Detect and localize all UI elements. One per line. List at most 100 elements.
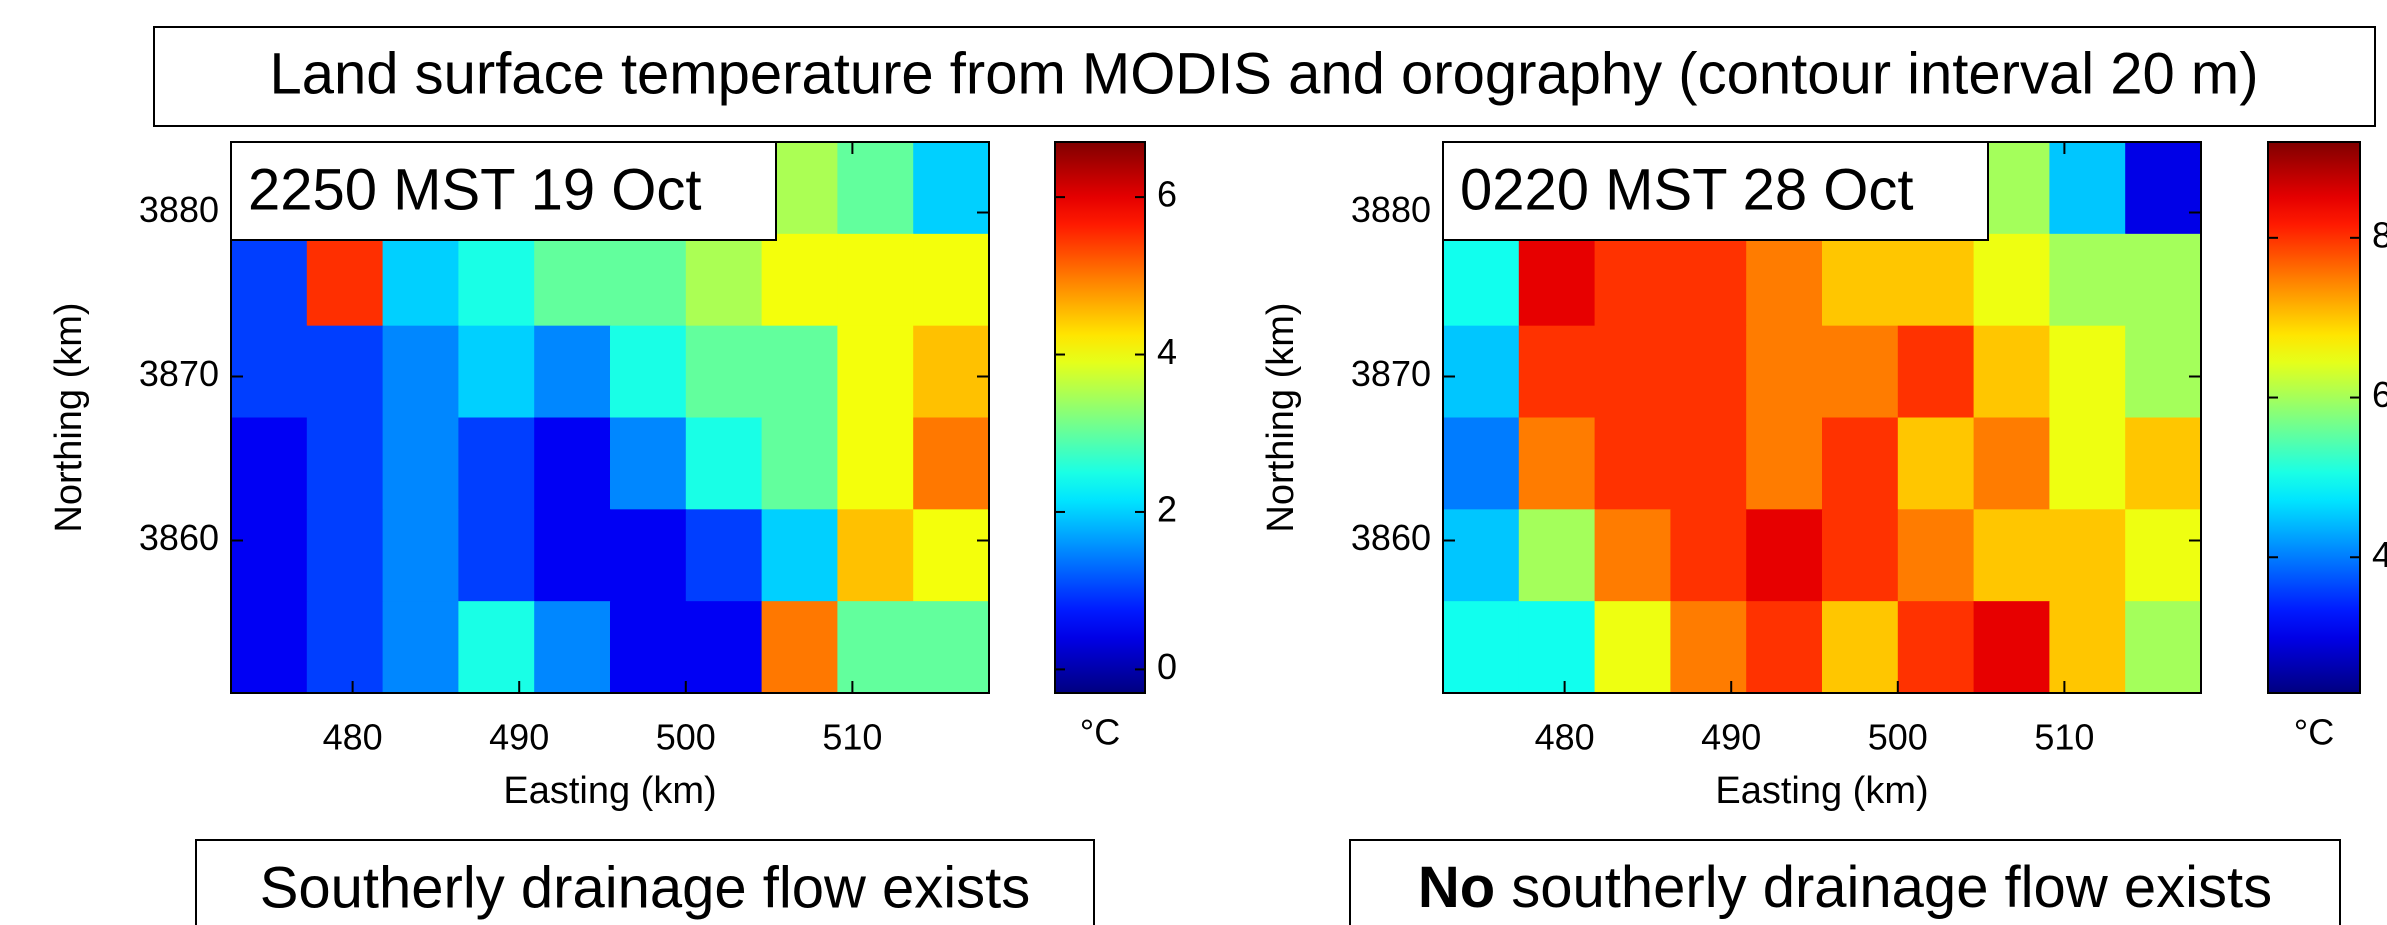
heat-cell (685, 325, 763, 419)
heat-cell (1594, 601, 1671, 694)
heat-cell (1443, 233, 1520, 327)
heat-cell (382, 509, 459, 602)
heat-cell (458, 509, 535, 602)
heat-cell (306, 417, 384, 510)
heat-cell (1518, 233, 1596, 327)
heat-cell (761, 233, 838, 327)
colorbar-tick-label: 4 (1157, 331, 1177, 372)
figure-title: Land surface temperature from MODIS and … (269, 41, 2258, 106)
heat-cell (837, 601, 914, 694)
y-tick-label: 3880 (1351, 189, 1431, 230)
heat-cell (913, 142, 990, 235)
x-tick-label: 480 (323, 717, 383, 758)
heat-cell (2125, 417, 2202, 510)
heat-cell (610, 233, 687, 327)
heat-cell (685, 601, 763, 694)
heat-cell (2049, 601, 2126, 694)
colorbar-label: °C (1080, 712, 1120, 753)
caption: No southerly drainage flow exists (1418, 855, 2272, 920)
colorbar (1054, 141, 1146, 694)
heat-cell (610, 601, 687, 694)
heat-cell (2049, 417, 2126, 510)
caption: Southerly drainage flow exists (260, 855, 1031, 920)
heat-cell (685, 417, 763, 510)
heat-cell (534, 233, 611, 327)
heat-cell (306, 325, 384, 419)
heat-cell (2049, 325, 2126, 419)
heat-cell (1670, 233, 1747, 327)
colorbar-tick-label: 2 (1157, 488, 1177, 529)
heat-cell (761, 509, 838, 602)
heat-cell (1973, 233, 2050, 327)
x-tick-label: 510 (822, 717, 882, 758)
heat-cell (913, 325, 990, 419)
colorbar-label: °C (2294, 712, 2334, 753)
y-tick-label: 3870 (1351, 353, 1431, 394)
x-tick-label: 510 (2034, 717, 2094, 758)
heat-cell (2049, 142, 2126, 235)
heat-cell (1822, 233, 1899, 327)
heat-cell (761, 325, 838, 419)
colorbar-tick-label: 4 (2372, 534, 2387, 575)
y-tick-label: 3880 (139, 189, 219, 230)
heat-cell (2125, 601, 2202, 694)
heat-cell (458, 601, 535, 694)
heat-cell (1973, 417, 2050, 510)
heat-cell (1897, 325, 1975, 419)
y-tick-label: 3860 (1351, 517, 1431, 558)
heat-cell (1594, 417, 1671, 510)
heat-cell (1973, 601, 2050, 694)
heat-cell (382, 601, 459, 694)
x-axis-label: Easting (km) (503, 770, 716, 812)
heat-cell (761, 417, 838, 510)
heat-cell (1443, 601, 1520, 694)
heat-cell (1973, 509, 2050, 602)
heat-cell (1897, 417, 1975, 510)
heat-cell (2125, 325, 2202, 419)
heat-cell (1897, 601, 1975, 694)
heat-cell (231, 417, 308, 510)
heat-cell (1518, 601, 1596, 694)
heat-cell (837, 509, 914, 602)
heat-cell (837, 142, 914, 235)
heat-cell (913, 417, 990, 510)
heat-cell (306, 509, 384, 602)
heat-cell (2125, 509, 2202, 602)
caption-text: southerly drainage flow exists (1511, 855, 2272, 920)
title-box (153, 26, 2376, 127)
heat-cell (2125, 233, 2202, 327)
heat-cell (231, 509, 308, 602)
heat-cell (1746, 601, 1823, 694)
heat-cell (837, 233, 914, 327)
heat-cell (382, 325, 459, 419)
heat-cell (382, 233, 459, 327)
heat-cell (1746, 233, 1823, 327)
panel-title: 0220 MST 28 Oct (1460, 157, 1914, 222)
panel-title-box (1442, 141, 1989, 241)
x-tick-label: 500 (656, 717, 716, 758)
x-tick-label: 500 (1868, 717, 1928, 758)
heat-cell (1443, 509, 1520, 602)
panel-title-box (230, 141, 777, 241)
colorbar-tick-label: 6 (1157, 174, 1177, 215)
heat-cell (913, 233, 990, 327)
heat-cell (1897, 233, 1975, 327)
heat-cell (1746, 325, 1823, 419)
x-tick-label: 490 (1701, 717, 1761, 758)
heat-cell (2049, 509, 2126, 602)
heat-cell (1670, 325, 1747, 419)
heat-cell (534, 417, 611, 510)
x-tick-label: 490 (489, 717, 549, 758)
caption-box (195, 839, 1095, 925)
heat-cell (534, 509, 611, 602)
heat-cell (1670, 601, 1747, 694)
heat-cell (1594, 509, 1671, 602)
y-tick-label: 3870 (139, 353, 219, 394)
heat-cell (1897, 509, 1975, 602)
heat-cell (2125, 142, 2202, 235)
heat-cell (1822, 417, 1899, 510)
heat-cell (1822, 325, 1899, 419)
heat-cell (231, 325, 308, 419)
